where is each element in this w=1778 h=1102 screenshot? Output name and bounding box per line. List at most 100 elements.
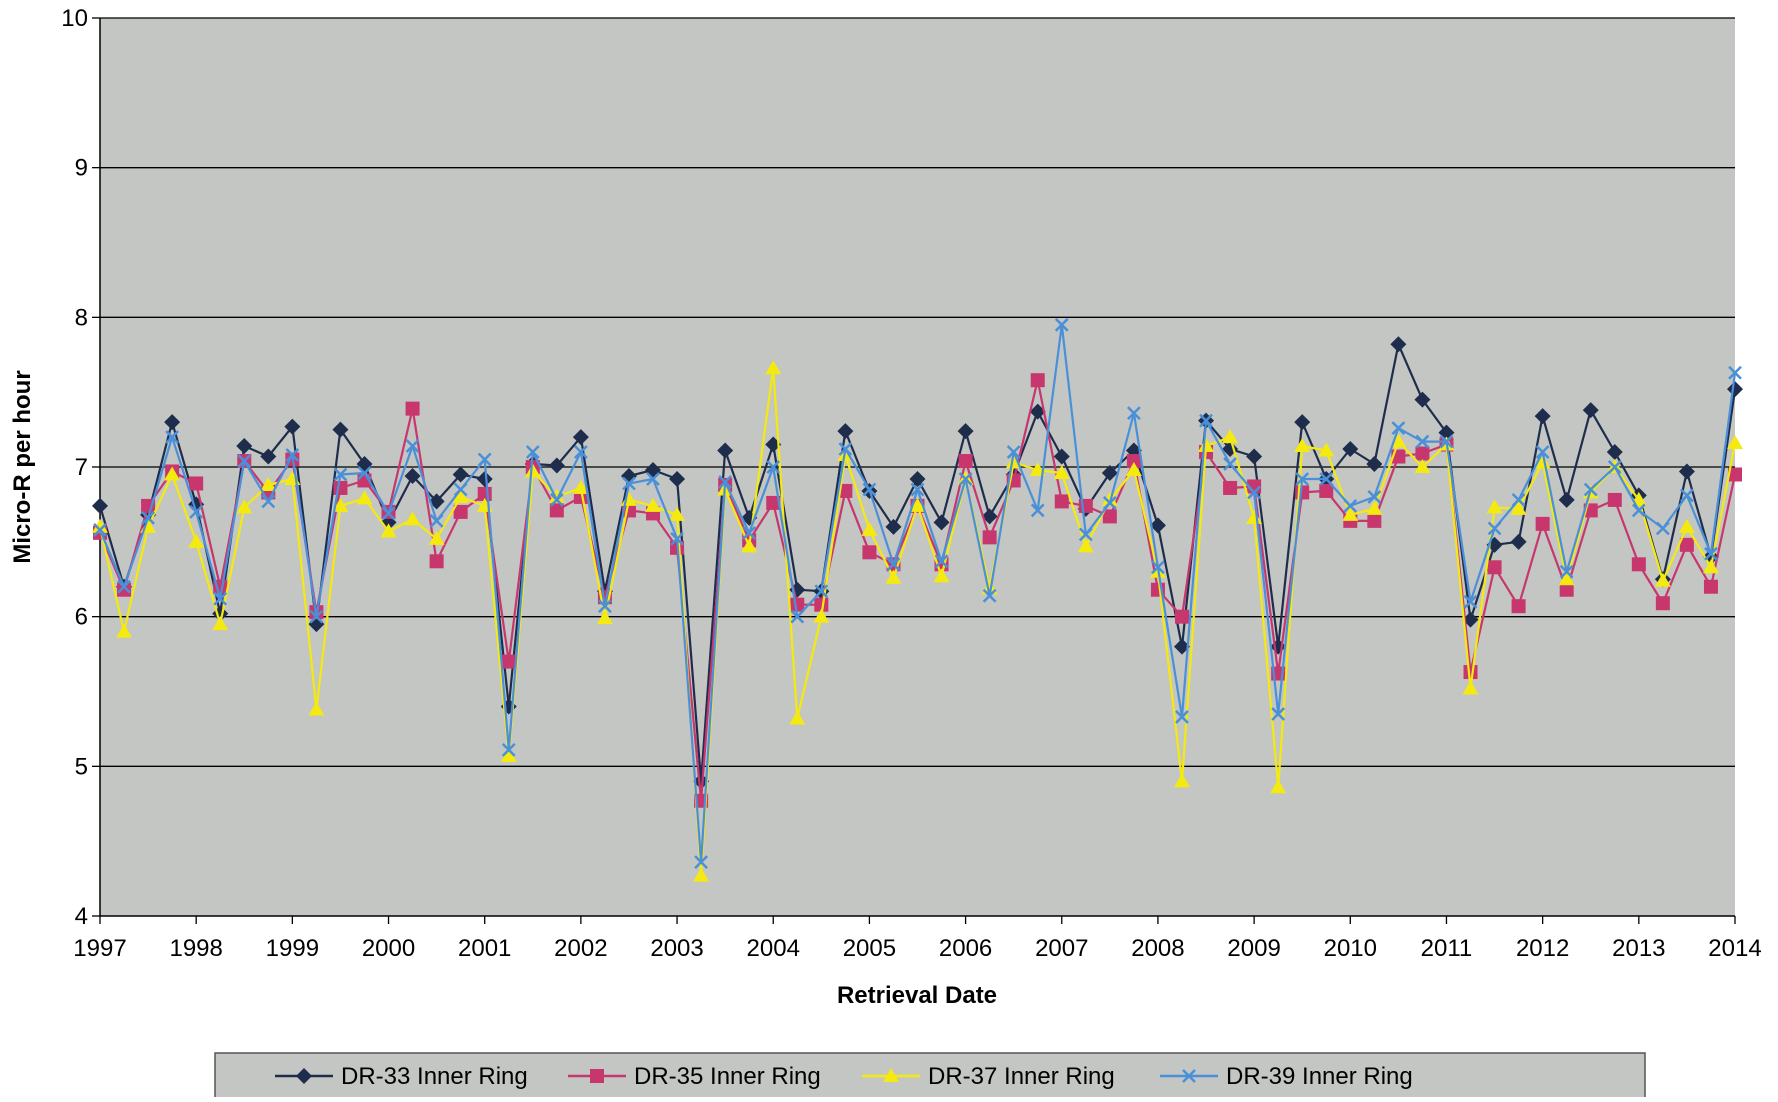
data-point (1559, 582, 1574, 597)
data-point (646, 472, 660, 486)
data-point (1030, 503, 1045, 518)
data-point (1414, 459, 1431, 473)
data-point (1223, 480, 1238, 495)
data-point (1631, 557, 1646, 572)
data-point (1415, 446, 1430, 461)
y-tick-label: 6 (75, 604, 88, 631)
legend-swatch-marker (883, 1068, 899, 1082)
data-point (1174, 609, 1189, 624)
data-point (1678, 518, 1695, 533)
data-point (333, 480, 348, 495)
data-point (813, 608, 830, 623)
data-point (1462, 611, 1479, 628)
data-point (1102, 509, 1117, 524)
data-point (1558, 491, 1575, 508)
data-point (1006, 445, 1021, 459)
data-point (1054, 317, 1069, 332)
data-point (1727, 435, 1743, 450)
data-point (1583, 482, 1598, 497)
data-point (1078, 527, 1093, 542)
data-point (1582, 402, 1599, 419)
y-tick-label: 7 (75, 454, 88, 481)
x-tick-label: 2009 (1227, 935, 1280, 962)
data-point (572, 479, 589, 494)
x-tick-label: 2008 (1131, 935, 1184, 962)
data-point (284, 418, 301, 435)
data-point (1510, 500, 1527, 515)
data-point (742, 525, 757, 540)
x-tick-label: 2004 (747, 935, 800, 962)
data-point (598, 599, 612, 614)
data-point (236, 499, 253, 514)
data-point (885, 518, 902, 535)
data-point (1463, 665, 1478, 680)
data-point (1319, 483, 1334, 498)
data-point (500, 747, 517, 762)
data-point (1510, 533, 1527, 550)
data-point (212, 616, 229, 631)
axes: 4 5 6 7 8 9 10 1997 1998 1999 2000 2001 2002 2003 2004… (61, 5, 1761, 962)
y-tick-label: 8 (75, 304, 88, 331)
data-point (1654, 572, 1671, 587)
x-tick-label: 2001 (458, 935, 511, 962)
data-point (332, 497, 349, 512)
data-point (1054, 494, 1069, 509)
data-point (260, 448, 277, 465)
data-point (92, 497, 108, 514)
data-point (1391, 421, 1406, 435)
data-point (476, 470, 493, 487)
data-point (1271, 707, 1286, 721)
data-point (837, 423, 854, 440)
legend-label: DR-39 Inner Ring (1226, 1063, 1413, 1090)
data-point (405, 401, 420, 416)
data-point (524, 463, 541, 478)
data-point (814, 584, 829, 599)
data-point (1534, 454, 1551, 469)
x-tick-label: 2014 (1708, 935, 1761, 962)
data-point (1294, 414, 1311, 431)
data-point (910, 482, 925, 497)
data-point (309, 609, 324, 624)
x-tick-label: 2003 (650, 935, 703, 962)
data-point (452, 488, 469, 503)
data-point (1173, 638, 1190, 655)
data-point (718, 475, 733, 489)
data-point (1462, 680, 1479, 695)
data-point (501, 742, 516, 757)
data-point (404, 467, 421, 484)
data-point (1486, 499, 1503, 514)
data-point (1319, 472, 1334, 486)
data-point (308, 701, 325, 716)
data-point (1295, 472, 1310, 486)
data-point (1680, 488, 1694, 503)
data-point (982, 530, 997, 545)
data-point (573, 445, 588, 459)
data-point (1678, 463, 1695, 480)
data-point (933, 514, 950, 531)
data-point (429, 513, 444, 528)
data-point (1246, 448, 1263, 465)
data-point (92, 518, 108, 533)
data-point (549, 503, 564, 518)
data-point (1366, 456, 1383, 473)
data-point (236, 438, 253, 455)
data-point (669, 470, 686, 487)
y-tick-label: 10 (61, 5, 88, 32)
data-point (693, 867, 710, 882)
data-point (1343, 499, 1358, 513)
data-point (261, 494, 276, 509)
data-point (1390, 336, 1407, 353)
data-point (885, 569, 902, 584)
data-point (694, 855, 708, 870)
x-tick-label: 2013 (1612, 935, 1665, 962)
data-point (766, 460, 781, 474)
data-point (1655, 521, 1670, 536)
data-point (1367, 490, 1382, 504)
data-point (669, 506, 686, 521)
data-point (1414, 391, 1431, 408)
data-point (1247, 485, 1262, 500)
data-point (429, 554, 444, 569)
data-point (1029, 403, 1046, 420)
data-point (1703, 579, 1718, 594)
